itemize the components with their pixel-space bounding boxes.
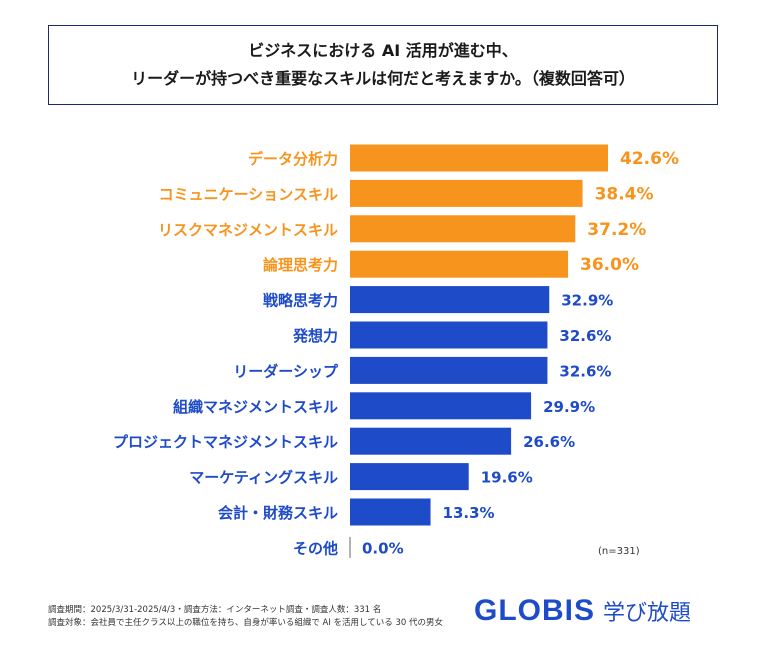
globis-logo: GLOBIS 学び放題 — [474, 594, 691, 628]
bar — [350, 215, 576, 243]
footer-survey-target: 調査対象：会社員で主任クラス以上の職位を持ち、自身が率いる組織で AI を活用し… — [48, 618, 444, 628]
data-label: 0.0% — [362, 539, 404, 557]
category-label: プロジェクトマネジメントスキル — [113, 433, 338, 451]
category-label: 会計・財務スキル — [218, 504, 338, 522]
category-label: 戦略思考力 — [263, 292, 338, 310]
category-label: 組織マネジメントスキル — [173, 398, 338, 416]
bar — [350, 286, 550, 314]
category-label: その他 — [293, 539, 338, 557]
category-label: データ分析力 — [248, 150, 338, 168]
bar — [350, 463, 469, 491]
bar — [350, 321, 548, 349]
category-label: リーダーシップ — [233, 362, 339, 380]
sample-size-note: (n=331) — [598, 546, 640, 557]
category-label: 論理思考力 — [263, 256, 338, 274]
data-label: 32.9% — [561, 292, 613, 310]
data-label: 13.3% — [443, 504, 495, 522]
data-label: 37.2% — [587, 220, 646, 240]
data-label: 42.6% — [620, 149, 679, 169]
bar — [350, 356, 548, 384]
logo-brand: GLOBIS — [474, 594, 596, 627]
footer-survey-period: 調査期間：2025/3/31-2025/4/3・調査方法：インターネット調査・調… — [48, 605, 382, 615]
bar — [350, 250, 569, 278]
bar — [350, 144, 608, 172]
title-line-2: リーダーが持つべき重要なスキルは何だと考えますか。（複数回答可） — [131, 69, 635, 88]
category-label: リスクマネジメントスキル — [158, 221, 338, 239]
category-label: マーケティングスキル — [189, 469, 338, 487]
data-label: 32.6% — [559, 327, 611, 345]
category-label: コミュニケーションスキル — [159, 185, 338, 203]
data-label: 36.0% — [580, 255, 639, 275]
data-label: 32.6% — [559, 362, 611, 380]
title-box: ビジネスにおける AI 活用が進む中、 リーダーが持つべき重要なスキルは何だと考… — [48, 25, 718, 105]
title-line-1: ビジネスにおける AI 活用が進む中、 — [248, 41, 518, 60]
data-label: 26.6% — [523, 433, 575, 451]
bar — [350, 498, 431, 526]
logo-service: 学び放題 — [603, 601, 692, 626]
data-label: 19.6% — [481, 469, 533, 487]
bar — [350, 179, 583, 207]
bar — [350, 427, 512, 455]
bar — [350, 392, 532, 420]
category-label: 発想力 — [292, 327, 338, 345]
data-label: 29.9% — [543, 398, 595, 416]
data-label: 38.4% — [595, 184, 654, 204]
